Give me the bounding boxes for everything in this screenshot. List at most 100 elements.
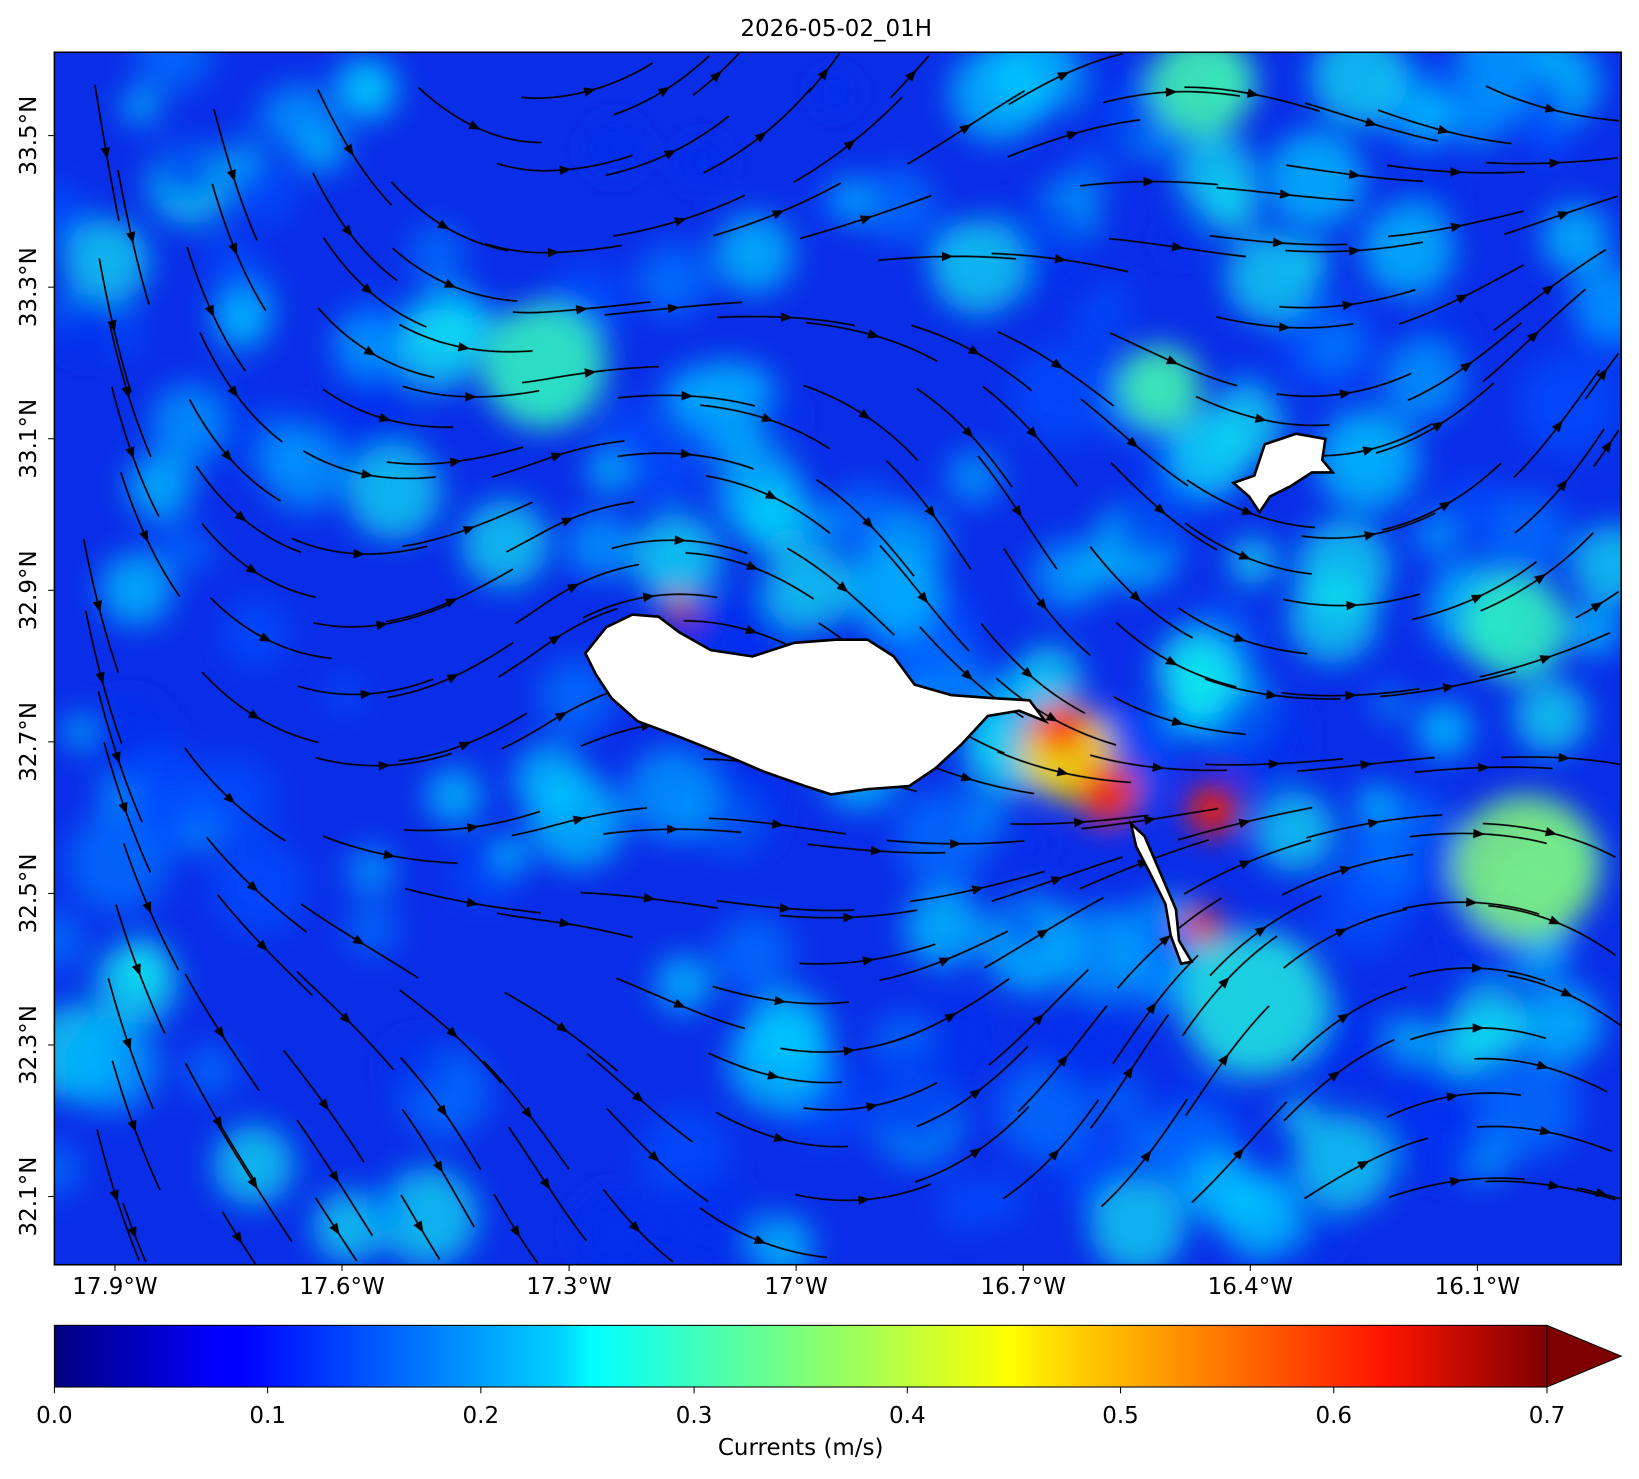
stream-arrow	[1254, 413, 1268, 423]
field-patch	[425, 767, 483, 825]
field-patch	[1225, 231, 1317, 323]
stream-arrow	[631, 1091, 644, 1103]
stream-arrow	[339, 1012, 352, 1024]
stream-arrow	[1596, 368, 1608, 381]
stream-arrow	[961, 668, 974, 681]
stream-arrow	[938, 957, 951, 967]
field-patch	[586, 120, 644, 177]
stream-arrow	[109, 1189, 119, 1202]
stream-arrow	[710, 70, 722, 83]
field-hotspot	[1183, 906, 1221, 944]
stream-arrow	[858, 408, 871, 420]
stream-arrow	[329, 1222, 340, 1235]
stream-arrow	[1446, 1092, 1459, 1102]
field-patch	[1089, 1177, 1186, 1265]
field-patch	[1298, 1212, 1342, 1255]
stream-arrow	[449, 457, 462, 467]
colorbar-tick-label: 0.6	[1315, 1403, 1352, 1429]
stream-arrow	[1057, 72, 1070, 82]
stream-arrow	[1450, 1177, 1463, 1187]
field-patch	[54, 181, 87, 243]
stream-arrow	[125, 446, 135, 459]
stream-arrow	[248, 709, 261, 720]
field-patch	[764, 544, 852, 632]
field-patch	[1524, 78, 1566, 120]
stream-arrow	[413, 1220, 424, 1233]
stream-arrow	[227, 385, 239, 398]
colorbar-tick-label: 0.1	[249, 1403, 286, 1429]
stream-arrow	[462, 526, 475, 535]
field-patch	[677, 138, 727, 188]
stream-arrow	[941, 251, 954, 262]
stream-arrow	[212, 1116, 223, 1129]
field-patch	[1382, 339, 1465, 422]
field-patch	[491, 836, 529, 874]
stream-arrow	[234, 510, 247, 522]
field-patch	[61, 715, 93, 747]
stream-arrow	[247, 1176, 258, 1190]
stream-arrow	[1232, 1148, 1245, 1160]
stream-arrow	[642, 592, 655, 603]
field-patch	[263, 428, 346, 511]
stream-arrow	[539, 1177, 551, 1190]
islands	[583, 432, 1336, 966]
field-patch	[235, 99, 267, 132]
x-tick-label: 17°W	[764, 1274, 827, 1300]
stream-arrow	[1549, 158, 1562, 168]
field-patch	[1477, 1056, 1580, 1158]
stream-arrow	[971, 885, 984, 895]
stream-arrow	[127, 1119, 137, 1133]
stream-arrow	[1431, 421, 1445, 432]
stream-arrow	[223, 792, 236, 804]
colorbar: 0.0 0.1 0.2 0.3 0.4 0.5 0.6 0.7	[36, 1324, 1623, 1429]
field-patch	[930, 218, 1027, 315]
stream-arrow	[360, 689, 373, 700]
stream-arrow	[628, 1220, 641, 1233]
stream-arrow	[572, 815, 586, 825]
stream-arrow	[962, 426, 974, 438]
stream-arrow	[1548, 1180, 1561, 1190]
stream-arrow	[363, 345, 376, 356]
stream-arrow	[643, 893, 656, 903]
stream-arrow	[100, 147, 111, 160]
stream-arrow	[1339, 389, 1352, 399]
stream-arrow	[509, 1225, 521, 1238]
field-patch	[603, 404, 664, 465]
stream-arrow	[1278, 322, 1291, 332]
stream-arrow	[753, 1234, 767, 1244]
stream-arrow	[674, 535, 687, 545]
porto-santo	[1230, 432, 1336, 515]
stream-arrow	[1455, 294, 1469, 304]
stream-arrow	[859, 215, 873, 225]
stream-arrow	[575, 304, 588, 315]
field-patch	[64, 1017, 160, 1113]
stream-arrow	[1345, 690, 1357, 701]
stream-arrow	[836, 581, 849, 593]
stream-arrow	[673, 998, 686, 1008]
stream-arrow	[1536, 1060, 1549, 1070]
stream-arrow	[1544, 827, 1558, 837]
stream-arrow	[746, 560, 759, 570]
field-patch	[1513, 679, 1588, 754]
field-patch	[1265, 129, 1365, 229]
field-patch	[1412, 510, 1461, 560]
stream-arrow	[446, 674, 459, 684]
stream-arrow	[1050, 876, 1064, 886]
field-patch	[873, 505, 949, 580]
stream-arrow	[318, 1098, 329, 1111]
field-patch	[190, 756, 277, 844]
stream-arrow	[1539, 655, 1552, 665]
field-patch	[1484, 491, 1569, 575]
field-patch	[654, 955, 713, 1013]
stream-arrow	[361, 469, 374, 479]
stream-arrow	[1548, 915, 1561, 925]
stream-arrow	[139, 529, 149, 543]
stream-arrow	[378, 761, 391, 771]
field-patch	[1526, 117, 1571, 163]
stream-arrow	[1241, 506, 1254, 515]
stream-arrow	[226, 169, 236, 182]
field-patch	[938, 1178, 993, 1233]
stream-arrow	[95, 671, 105, 684]
field-patch	[121, 86, 160, 126]
stream-arrow	[556, 1021, 569, 1033]
